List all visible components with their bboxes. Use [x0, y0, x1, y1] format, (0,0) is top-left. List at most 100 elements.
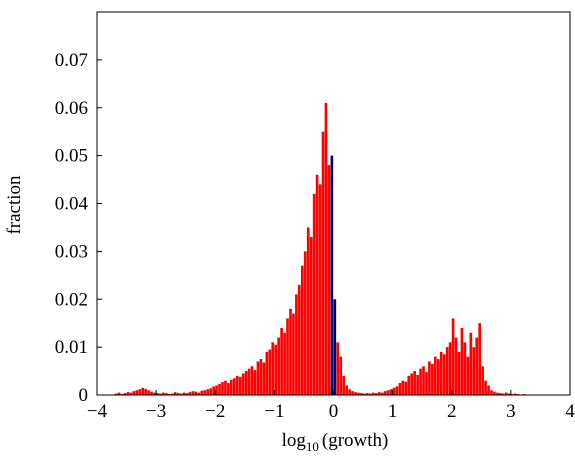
bar [366, 393, 369, 395]
bar [507, 393, 511, 395]
bar [141, 387, 144, 395]
bar [445, 347, 449, 395]
y-tick-label: 0.06 [55, 98, 88, 119]
bar [330, 155, 334, 395]
x-tick-label: 4 [565, 401, 575, 422]
bar [442, 354, 446, 395]
bar [126, 392, 130, 395]
bar [277, 337, 280, 395]
bar [401, 380, 405, 395]
bar [247, 368, 251, 395]
y-tick-label: 0.02 [55, 289, 88, 310]
bar [179, 393, 183, 395]
bar [439, 351, 443, 395]
bar [253, 370, 257, 395]
bar [321, 131, 325, 395]
bar [164, 393, 168, 395]
bar [377, 392, 381, 395]
bar [389, 389, 393, 395]
bar [206, 389, 210, 395]
bar [123, 393, 127, 395]
bar [502, 393, 505, 395]
bar [422, 366, 425, 395]
bar [283, 332, 286, 395]
bar [404, 381, 408, 395]
bar [333, 299, 337, 395]
bar [454, 337, 458, 395]
bar [150, 391, 153, 395]
bar [425, 372, 428, 395]
bar [410, 373, 414, 395]
x-axis-label: log10 (growth) [282, 430, 389, 454]
x-tick-label: 1 [388, 401, 398, 422]
x-label-part: log [282, 430, 307, 451]
bar [235, 375, 239, 395]
bar [286, 318, 289, 395]
bar [274, 344, 278, 395]
bar [371, 392, 375, 395]
bar [478, 323, 482, 395]
bar [383, 391, 387, 395]
bar [241, 373, 245, 395]
x-label-part: (growth) [322, 430, 388, 451]
bar [484, 380, 487, 395]
y-tick-label: 0.01 [55, 337, 88, 358]
bar [259, 359, 263, 395]
bar [407, 375, 411, 395]
bar [265, 351, 269, 395]
bar [431, 363, 434, 395]
bar [339, 356, 343, 395]
bar [354, 392, 357, 395]
bar [363, 393, 366, 395]
bar [114, 393, 118, 395]
bar [300, 265, 304, 395]
bar [129, 392, 133, 395]
y-tick-label: 0.05 [55, 146, 88, 167]
bar [159, 393, 162, 395]
bar [374, 393, 378, 395]
bar [436, 359, 440, 395]
bar [117, 392, 121, 395]
bar [209, 388, 212, 395]
bar [327, 165, 331, 395]
bar [224, 380, 227, 395]
bar [147, 390, 150, 395]
bar [324, 102, 328, 396]
bar [315, 174, 319, 395]
bar [395, 386, 399, 395]
bar [256, 361, 260, 395]
bar [298, 284, 301, 395]
bar [451, 318, 455, 395]
bar [434, 356, 437, 395]
bar [215, 385, 218, 395]
y-tick-label: 0.03 [55, 241, 88, 262]
bar [182, 392, 186, 395]
bar [336, 342, 340, 395]
bar [448, 342, 452, 395]
bar [312, 193, 316, 395]
bar [135, 390, 139, 395]
bar [268, 349, 272, 395]
bar [227, 383, 230, 395]
bar [504, 392, 508, 395]
bar [132, 391, 136, 395]
bar [289, 308, 292, 395]
bar [250, 366, 254, 395]
bar [357, 392, 360, 395]
y-tick-label: 0.04 [55, 194, 89, 215]
bar [392, 387, 396, 395]
bar [176, 393, 180, 395]
bar [200, 390, 204, 395]
bar [230, 379, 233, 395]
bar [428, 361, 431, 395]
bar [173, 392, 177, 395]
bar [463, 342, 467, 395]
bar [487, 385, 490, 395]
bar [318, 184, 322, 395]
bar [170, 393, 174, 395]
x-tick-label: −4 [87, 401, 108, 422]
bar [475, 337, 479, 395]
bar [493, 391, 496, 395]
bar [212, 386, 215, 395]
